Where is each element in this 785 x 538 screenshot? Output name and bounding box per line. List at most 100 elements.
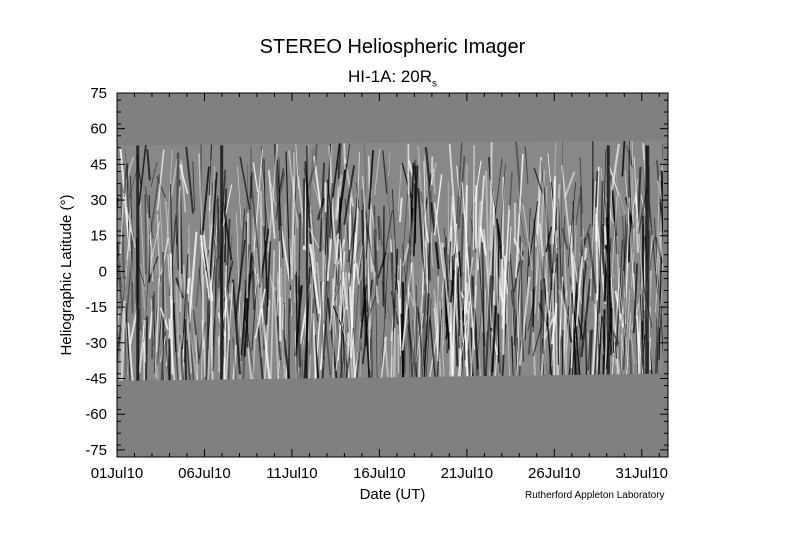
- texture-streak: [308, 227, 320, 249]
- texture-streak: [324, 143, 332, 255]
- dark-band: [645, 145, 650, 381]
- texture-streak: [427, 184, 433, 280]
- texture-streak: [341, 328, 348, 368]
- subtitle-main: HI-1A: 20R: [347, 67, 433, 86]
- texture-streak: [294, 274, 302, 368]
- texture-streak: [660, 313, 663, 381]
- texture-streak: [343, 165, 356, 225]
- texture-streak: [265, 241, 272, 325]
- texture-streak: [236, 212, 241, 338]
- texture-streak: [623, 297, 627, 381]
- texture-streak: [560, 329, 564, 381]
- texture-streak: [560, 294, 567, 381]
- texture-streak: [557, 198, 562, 291]
- texture-streak: [379, 339, 383, 369]
- texture-streak: [537, 291, 549, 381]
- texture-streak: [253, 148, 263, 252]
- texture-streak: [172, 164, 184, 266]
- texture-streak: [123, 156, 135, 189]
- texture-streak: [543, 302, 547, 375]
- texture-streak: [228, 283, 234, 311]
- texture-streak: [160, 312, 168, 381]
- texture-streak: [543, 278, 555, 381]
- texture-streak: [434, 241, 440, 269]
- texture-streak: [659, 217, 663, 328]
- texture-streak: [466, 301, 471, 351]
- texture-streak: [611, 143, 620, 190]
- texture-streak: [245, 164, 249, 285]
- texture-streak: [553, 176, 556, 235]
- texture-streak: [224, 282, 234, 381]
- texture-streak: [291, 176, 295, 280]
- dark-band: [305, 145, 308, 381]
- texture-streak: [382, 205, 385, 307]
- texture-streak: [183, 319, 189, 381]
- texture-streak: [260, 166, 271, 232]
- texture-streak: [328, 146, 338, 259]
- texture-streak: [119, 148, 131, 252]
- texture-streak: [455, 237, 464, 343]
- texture-streak: [130, 232, 134, 314]
- texture-streak: [367, 155, 373, 273]
- texture-streak: [143, 316, 149, 381]
- texture-streak: [169, 184, 175, 320]
- texture-streak: [179, 335, 188, 381]
- texture-streak: [254, 288, 266, 339]
- texture-streak: [381, 253, 389, 376]
- texture-streak: [596, 300, 603, 381]
- texture-streak: [558, 289, 570, 320]
- texture-streak: [516, 247, 519, 338]
- texture-streak: [654, 254, 663, 364]
- x-tick-label: 31Jul10: [615, 465, 668, 482]
- texture-streak: [149, 174, 161, 233]
- texture-streak: [294, 175, 297, 235]
- texture-streak: [117, 309, 120, 376]
- texture-streak: [373, 205, 377, 272]
- texture-streak: [590, 288, 599, 381]
- texture-streak: [485, 170, 490, 279]
- texture-streak: [208, 207, 211, 244]
- texture-streak: [463, 256, 474, 326]
- texture-streak: [273, 142, 281, 231]
- texture-streak: [591, 282, 601, 381]
- texture-streak: [457, 320, 468, 379]
- texture-streak: [251, 260, 260, 286]
- texture-streak: [582, 236, 585, 324]
- texture-streak: [373, 149, 381, 196]
- texture-streak: [144, 194, 147, 275]
- texture-streak: [240, 308, 247, 361]
- texture-streak: [263, 226, 269, 306]
- texture-streak: [433, 202, 446, 279]
- texture-streak: [598, 320, 605, 349]
- texture-streak: [624, 197, 630, 334]
- texture-streak: [382, 150, 388, 194]
- texture-streak: [270, 182, 277, 206]
- texture-streak: [599, 312, 604, 355]
- texture-streak: [429, 319, 440, 381]
- texture-streak: [572, 255, 582, 304]
- texture-streak: [556, 253, 560, 366]
- texture-streak: [621, 140, 626, 177]
- texture-streak: [255, 247, 263, 358]
- texture-streak: [639, 294, 646, 381]
- texture-streak: [172, 314, 184, 381]
- texture-streak: [625, 144, 634, 169]
- texture-streak: [392, 238, 396, 301]
- texture-streak: [631, 226, 636, 288]
- y-tick-label: -15: [85, 299, 107, 316]
- texture-streak: [629, 141, 634, 250]
- x-tick-label: 26Jul10: [528, 465, 581, 482]
- texture-streak: [411, 301, 417, 363]
- texture-streak: [122, 163, 129, 198]
- texture-streak: [336, 163, 348, 235]
- texture-streak: [493, 235, 499, 322]
- texture-streak: [410, 207, 414, 256]
- texture-streak: [224, 176, 227, 295]
- chart-subtitle: HI-1A: 20Rs: [0, 67, 785, 89]
- texture-streak: [158, 316, 165, 381]
- texture-streak: [267, 143, 279, 253]
- texture-streak: [320, 280, 329, 381]
- texture-streak: [540, 160, 549, 238]
- texture-streak: [235, 208, 246, 345]
- texture-streak: [353, 254, 362, 351]
